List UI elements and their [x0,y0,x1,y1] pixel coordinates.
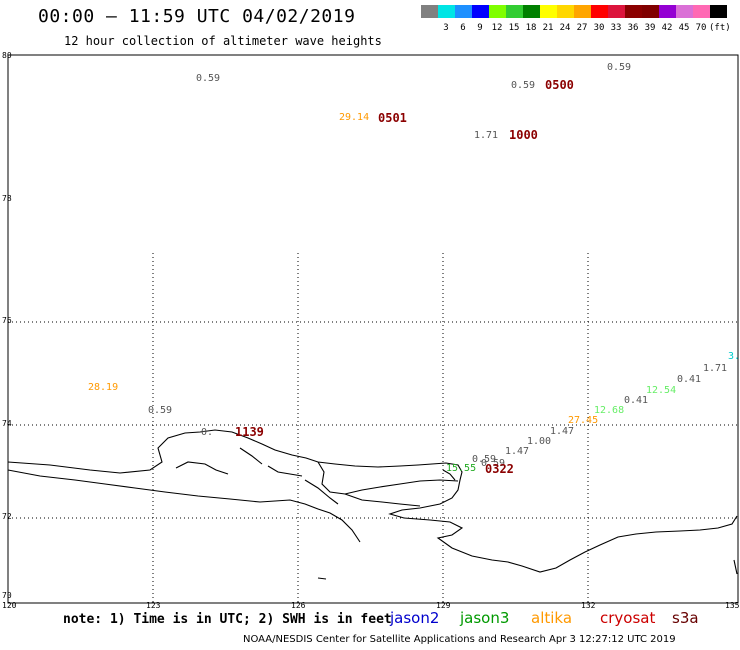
legend-unit-label: (ft) [709,23,731,33]
satellite-jason3: jason3 [460,609,510,627]
legend-swatch [438,5,455,18]
swh-label: 0.41 [677,374,702,385]
legend-swatch-label: 6 [460,23,466,33]
legend-swatch-label: 24 [559,23,571,33]
swh-label: 0.59 [481,458,506,469]
legend-swatch [608,5,625,18]
lat-label-80: 80 [2,51,12,60]
lat-label-76: 76 [2,316,12,325]
lat-label-72: 72 [2,512,12,521]
lat-label-74: 74 [2,419,12,428]
legend-swatch-label: 3 [443,23,449,33]
lon-label-120: 120 [2,601,17,610]
swh-label: 1.47 [505,446,530,457]
legend-swatch-label: 15 [508,23,520,33]
legend-swatch-label: 21 [542,23,554,33]
time-label: 1000 [509,128,538,142]
swh-label: 0.59 [607,62,632,73]
legend-swatch [540,5,557,18]
legend-swatch-label: 45 [678,23,690,33]
time-label: 1139 [235,425,264,439]
legend-swatch-label: 33 [610,23,622,33]
legend-swatch [591,5,608,18]
legend-swatch-label: 18 [525,23,537,33]
legend-swatch [642,5,659,18]
legend-swatch-label: 12 [491,23,503,33]
swh-label: 0.41 [624,395,649,406]
legend-swatch-label: 70 [695,23,707,33]
legend-swatch-label: 9 [477,23,483,33]
legend-swatch [523,5,540,18]
legend-swatch [710,5,727,18]
map-subtitle: 12 hour collection of altimeter wave hei… [64,34,382,48]
swh-label: 12.68 [594,405,625,416]
legend-swatch [693,5,710,18]
swh-label: 1.71 [703,363,728,374]
time-label: 0501 [378,111,407,125]
legend-swatch [676,5,693,18]
coastline [7,429,738,580]
swh-label: 0. [201,427,214,438]
legend-swatch [421,5,438,18]
credit-line: NOAA/NESDIS Center for Satellite Applica… [243,634,676,645]
lon-label-135: 135 [725,601,740,610]
legend-swatch-label: 39 [644,23,656,33]
swh-label: 3. [728,351,740,362]
swh-label: 1.47 [550,426,575,437]
legend-swatch-label: 36 [627,23,639,33]
legend-swatch-label: 27 [576,23,588,33]
lon-label-132: 132 [581,601,596,610]
graticule [8,253,738,603]
satellite-altika: altika [531,609,573,627]
legend-swatch [659,5,676,18]
lon-label-123: 123 [146,601,161,610]
swh-label: 29.14 [339,112,370,123]
lon-label-126: 126 [291,601,306,610]
legend-swatch [557,5,574,18]
satellite-jason2: jason2 [390,609,440,627]
legend-swatch-label: 30 [593,23,605,33]
swh-label: 15.55 [446,463,477,474]
legend-swatch-label: 42 [661,23,673,33]
legend-swatch [455,5,472,18]
legend-swatch [574,5,591,18]
legend-swatch [472,5,489,18]
map-frame [7,54,739,604]
swh-label: 0.59 [196,73,221,84]
lat-label-70: 70 [2,591,12,600]
swh-label: 0.59 [472,454,497,465]
swh-label: 28.19 [88,382,119,393]
swh-label: 1.00 [527,436,552,447]
lon-label-129: 129 [436,601,451,610]
legend-swatch [625,5,642,18]
footer-note: note: 1) Time is in UTC; 2) SWH is in fe… [63,612,392,627]
time-label: 0322 [485,462,514,476]
map-title: 00:00 – 11:59 UTC 04/02/2019 [38,6,356,27]
legend-swatch [506,5,523,18]
swh-label: 0.59 [511,80,536,91]
swh-label: 27.45 [568,415,599,426]
lat-label-78: 78 [2,194,12,203]
time-label: 0500 [545,78,574,92]
swh-label: 1.71 [474,130,499,141]
swh-label: 0.59 [148,405,173,416]
legend-swatch [489,5,506,18]
swh-label: 12.54 [646,385,677,396]
satellite-s3a: s3a [672,609,699,627]
satellite-cryosat: cryosat [600,609,656,627]
